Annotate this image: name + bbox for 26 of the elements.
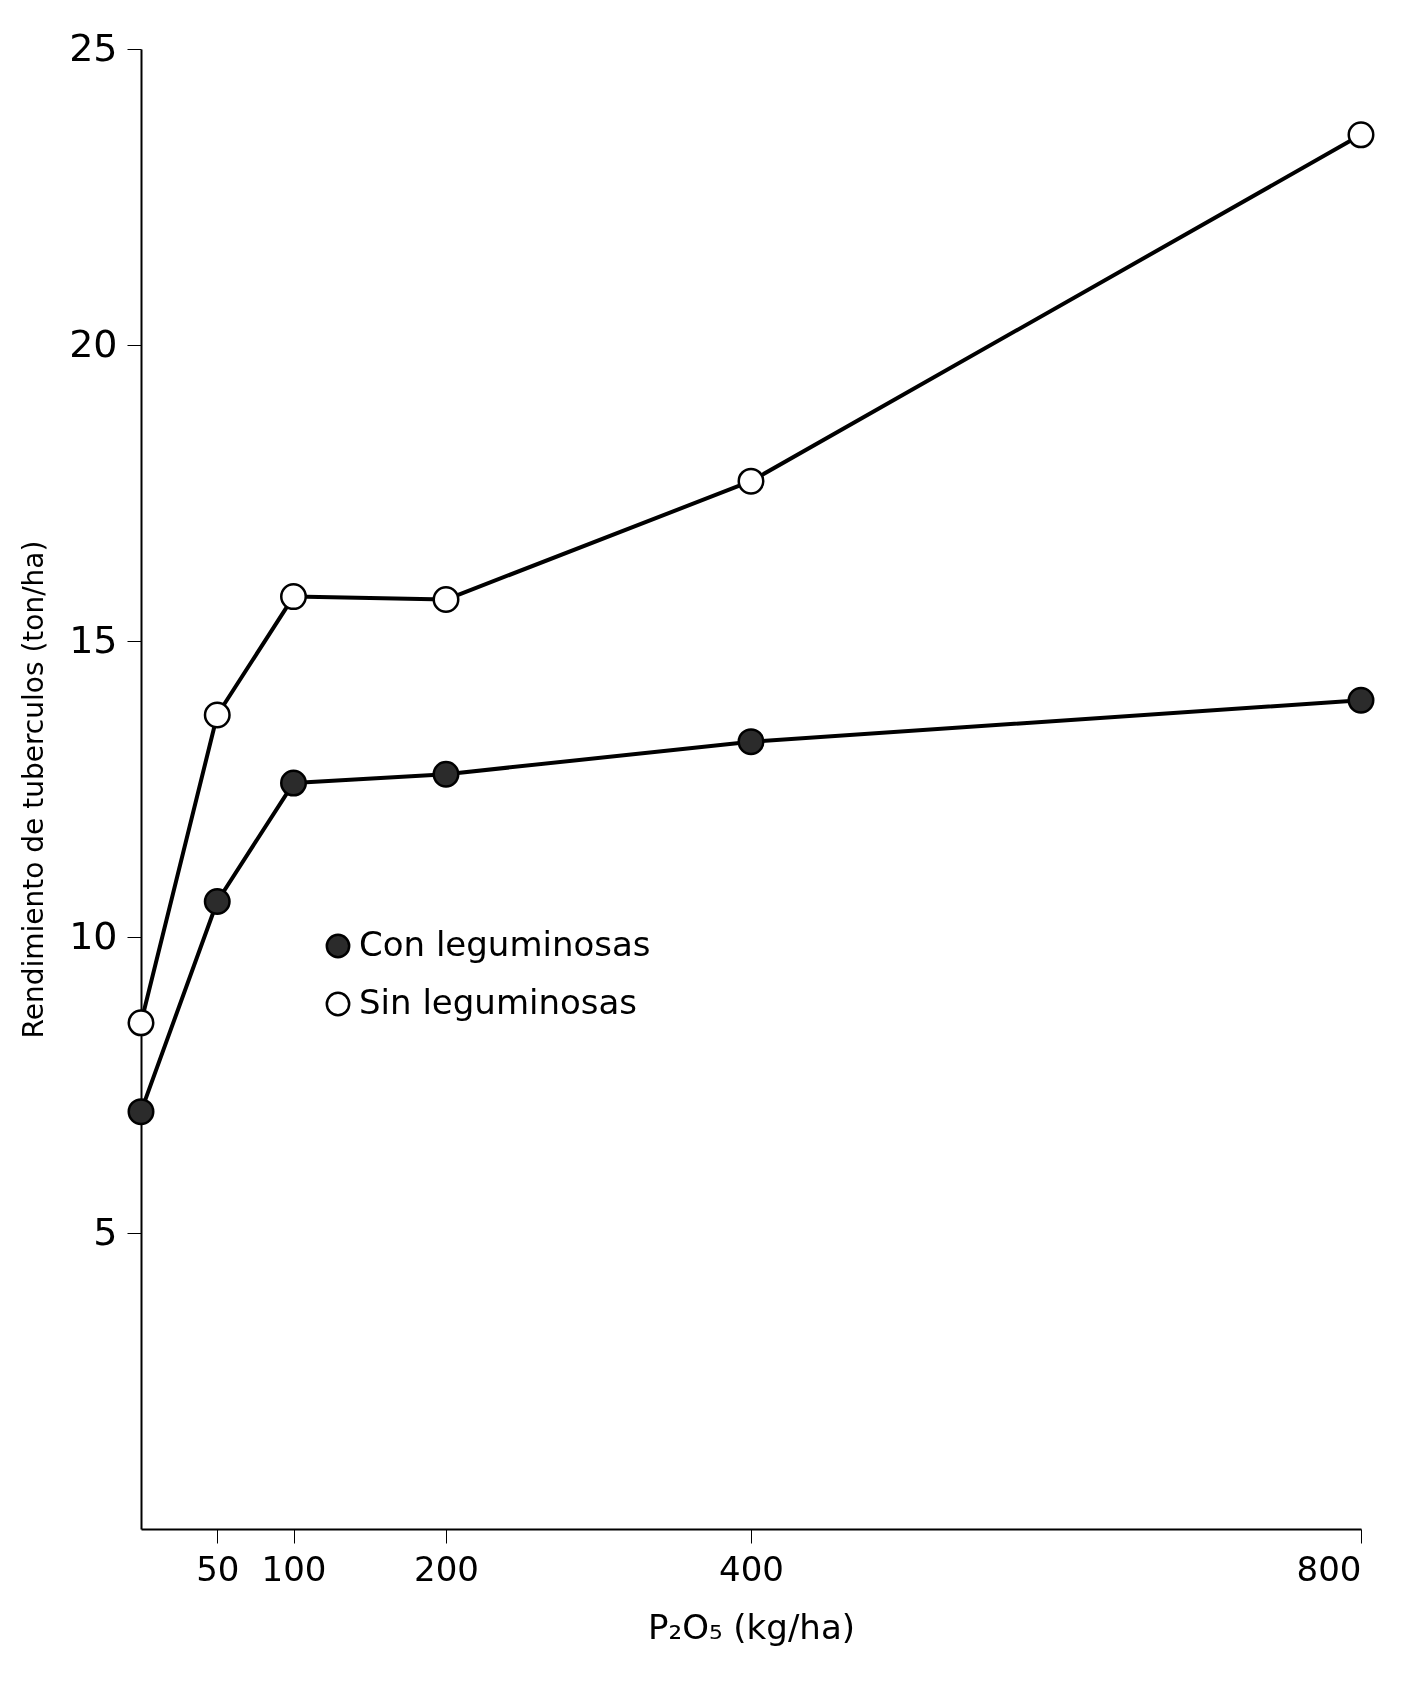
point	[1347, 686, 1375, 714]
y-tick-label: 20	[69, 321, 118, 366]
x-tick-label: 100	[261, 1548, 327, 1589]
point	[737, 467, 765, 495]
x-tick-label: 200	[414, 1548, 479, 1589]
point	[1347, 121, 1375, 149]
point	[203, 701, 231, 729]
x-tick-label: 800	[1296, 1548, 1362, 1589]
y-tick-label: 5	[93, 1209, 118, 1254]
y-tick-label: 25	[69, 25, 118, 70]
point	[127, 1098, 155, 1126]
x-axis-title: P₂O₅ (kg/ha)	[648, 1606, 855, 1647]
point	[203, 888, 231, 915]
point	[127, 1009, 155, 1037]
y-axis-title: Rendimiento de tuberculos (ton/ha)	[17, 540, 51, 1039]
y-tick-label: 10	[69, 913, 118, 958]
point	[432, 586, 460, 614]
legend-label: Con leguminosas	[359, 924, 651, 964]
point	[280, 769, 307, 797]
x-tick-label: 400	[719, 1548, 784, 1589]
point	[432, 760, 460, 788]
x-tick-label: 50	[196, 1548, 240, 1589]
legend-label: Sin leguminosas	[359, 982, 638, 1022]
y-tick-label: 15	[69, 617, 118, 662]
point	[737, 728, 765, 756]
point	[280, 583, 307, 611]
